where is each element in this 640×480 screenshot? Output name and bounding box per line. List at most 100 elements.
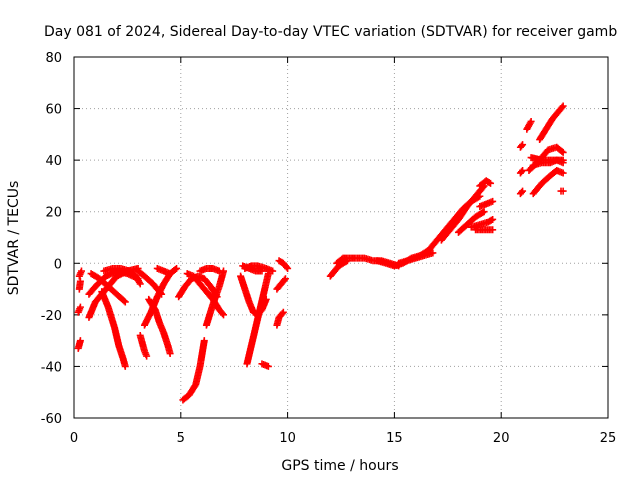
series-arc-39 bbox=[516, 166, 527, 177]
y-tick-label: 60 bbox=[45, 103, 62, 118]
series-arc-26 bbox=[273, 275, 289, 293]
series-arc-09 bbox=[100, 264, 144, 288]
series-arc-10 bbox=[136, 331, 151, 360]
series-arc-33 bbox=[454, 208, 488, 236]
y-tick-label: -60 bbox=[41, 412, 62, 427]
series-arc-13 bbox=[140, 264, 181, 329]
series-arc-06 bbox=[85, 264, 142, 321]
series-arc-19 bbox=[196, 264, 223, 275]
data-point-marker bbox=[220, 311, 228, 319]
y-tick-label: 0 bbox=[54, 257, 62, 272]
data-point-marker bbox=[517, 142, 525, 150]
data-point-marker bbox=[121, 362, 129, 370]
x-tick-label: 5 bbox=[177, 431, 185, 446]
data-point-marker bbox=[559, 148, 567, 156]
data-point-marker bbox=[77, 267, 85, 275]
series-arc-34 bbox=[467, 215, 497, 231]
data-point-marker bbox=[519, 141, 527, 149]
data-point-marker bbox=[489, 197, 497, 205]
series-arc-25 bbox=[273, 308, 287, 329]
data-point-marker bbox=[200, 337, 208, 345]
plot-frame bbox=[73, 56, 609, 419]
data-point-marker bbox=[76, 303, 84, 311]
data-point-marker bbox=[166, 270, 174, 278]
data-point-marker bbox=[559, 102, 567, 110]
x-tick-label: 25 bbox=[600, 431, 617, 446]
data-point-marker bbox=[76, 277, 84, 285]
series-arc-14 bbox=[153, 264, 174, 278]
series-arc-02 bbox=[75, 277, 84, 293]
data-point-marker bbox=[143, 352, 151, 360]
data-point-marker bbox=[120, 297, 128, 305]
data-point-marker bbox=[284, 264, 292, 272]
grid-lines bbox=[74, 57, 608, 418]
data-point-marker bbox=[559, 187, 567, 195]
data-point-marker bbox=[121, 298, 129, 306]
data-point-marker bbox=[215, 267, 223, 275]
series-arc-08 bbox=[98, 288, 129, 370]
series-arc-15 bbox=[179, 337, 208, 404]
series-arc-40 bbox=[516, 141, 527, 151]
data-point-marker bbox=[218, 310, 226, 318]
tick-labels: 0 5 10 15 20 25 -60 -40 -20 0 20 40 60 80 bbox=[41, 51, 617, 446]
data-point-marker bbox=[558, 147, 566, 155]
series-arc-47 bbox=[557, 187, 567, 195]
series-arc-32 bbox=[437, 182, 488, 244]
data-point-marker bbox=[278, 310, 286, 318]
data-point-marker bbox=[517, 188, 525, 196]
x-axis-label: GPS time / hours bbox=[281, 458, 398, 474]
series-arc-37 bbox=[476, 177, 495, 190]
series-arc-03 bbox=[75, 267, 85, 280]
y-tick-label: 40 bbox=[45, 154, 62, 169]
data-point-marker bbox=[489, 215, 497, 223]
chart-title: Day 081 of 2024, Sidereal Day-to-day VTE… bbox=[44, 24, 617, 40]
data-point-marker bbox=[136, 280, 144, 288]
data-point-marker bbox=[558, 103, 566, 111]
series-arc-12 bbox=[145, 295, 174, 358]
x-tick-label: 0 bbox=[70, 431, 78, 446]
series-arc-27 bbox=[275, 257, 292, 272]
data-point-marker bbox=[166, 350, 174, 358]
data-point-marker bbox=[517, 168, 525, 176]
x-tick-label: 20 bbox=[493, 431, 510, 446]
data-point-marker bbox=[485, 178, 493, 186]
data-point-marker bbox=[559, 159, 567, 167]
series-arc-41 bbox=[523, 117, 535, 133]
data-point-marker bbox=[283, 263, 291, 271]
data-point-marker bbox=[519, 187, 527, 195]
data-point-marker bbox=[479, 209, 487, 217]
y-axis-label: SDTVAR / TECUs bbox=[6, 181, 22, 296]
data-point-marker bbox=[487, 179, 495, 187]
series-arc-01 bbox=[74, 337, 84, 352]
series-arc-24 bbox=[241, 262, 277, 275]
series-arc-38 bbox=[516, 187, 527, 198]
y-tick-label: 80 bbox=[45, 51, 62, 66]
series-arc-46 bbox=[536, 102, 567, 144]
data-point-marker bbox=[264, 362, 272, 370]
y-tick-label: -20 bbox=[41, 309, 62, 324]
series-arc-45 bbox=[529, 156, 567, 169]
data-point-marker bbox=[171, 265, 179, 273]
series-arc-35 bbox=[472, 226, 497, 234]
series-arc-23 bbox=[258, 360, 272, 370]
series-arc-18 bbox=[202, 267, 228, 329]
series-arc-04 bbox=[74, 303, 84, 316]
data-point-marker bbox=[76, 337, 84, 345]
data-points bbox=[74, 102, 567, 404]
axis-ticks bbox=[73, 56, 609, 419]
x-tick-label: 15 bbox=[386, 431, 403, 446]
data-point-marker bbox=[173, 264, 181, 272]
y-tick-label: -40 bbox=[41, 360, 62, 375]
data-point-marker bbox=[480, 208, 488, 216]
series-arc-43 bbox=[529, 166, 567, 198]
data-point-marker bbox=[519, 166, 527, 174]
data-point-marker bbox=[280, 276, 288, 284]
data-point-marker bbox=[279, 308, 287, 316]
data-point-marker bbox=[527, 117, 535, 125]
y-tick-label: 20 bbox=[45, 206, 62, 221]
data-point-marker bbox=[489, 226, 497, 234]
series-arc-22 bbox=[243, 270, 272, 368]
data-point-marker bbox=[281, 275, 289, 283]
data-point-marker bbox=[269, 267, 277, 275]
